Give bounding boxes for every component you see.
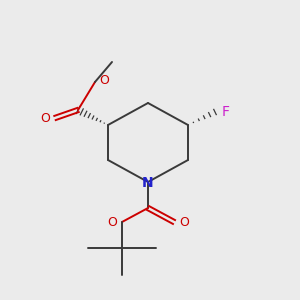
- Text: N: N: [142, 176, 154, 190]
- Text: O: O: [40, 112, 50, 125]
- Text: O: O: [179, 217, 189, 230]
- Text: F: F: [222, 105, 230, 119]
- Text: O: O: [99, 74, 109, 88]
- Text: O: O: [107, 217, 117, 230]
